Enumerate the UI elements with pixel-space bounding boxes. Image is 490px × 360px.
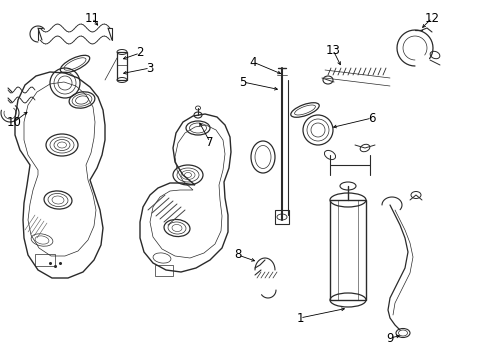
- Text: 9: 9: [386, 332, 394, 345]
- Bar: [275, 210, 289, 224]
- Bar: [117, 52, 127, 80]
- Text: 12: 12: [424, 12, 440, 24]
- Bar: [35, 254, 55, 266]
- Text: 4: 4: [249, 55, 257, 68]
- Text: 11: 11: [84, 12, 99, 24]
- Text: 7: 7: [206, 135, 214, 148]
- Text: 5: 5: [239, 76, 246, 89]
- Text: 1: 1: [296, 311, 304, 324]
- Text: 13: 13: [325, 44, 341, 57]
- Text: 8: 8: [234, 248, 242, 261]
- Text: 2: 2: [136, 46, 144, 59]
- Text: 6: 6: [368, 112, 376, 125]
- Bar: [155, 265, 173, 276]
- Bar: [330, 200, 366, 300]
- Text: 10: 10: [6, 116, 22, 129]
- Text: 3: 3: [147, 62, 154, 75]
